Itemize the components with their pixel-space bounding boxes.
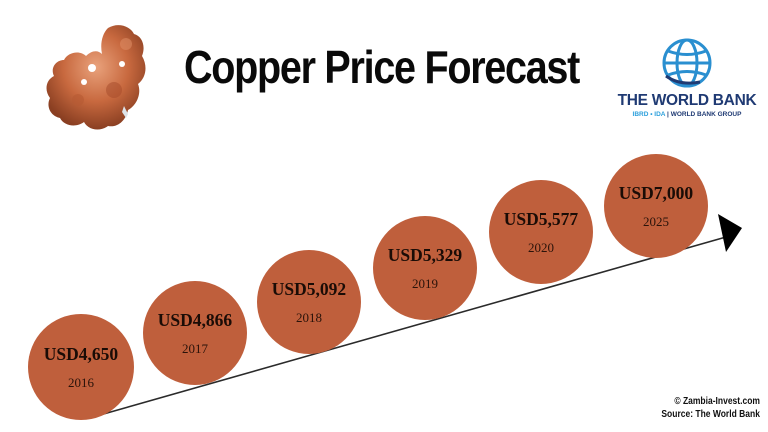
price-value: USD5,329	[387, 244, 463, 265]
price-value: USD4,866	[157, 309, 233, 330]
copper-nugget-image	[46, 25, 146, 130]
price-bubble-2020: USD5,577 2020	[489, 180, 593, 284]
price-year: 2016	[68, 374, 94, 390]
credits: © Zambia-Invest.com Source: The World Ba…	[661, 395, 760, 421]
copyright-text: © Zambia-Invest.com	[674, 396, 760, 407]
arrow-head-icon	[718, 214, 742, 252]
source-text: Source: The World Bank	[661, 409, 760, 420]
price-bubble-2018: USD5,092 2018	[257, 250, 361, 354]
logo-title: THE WORLD BANK	[617, 92, 757, 109]
globe-icon	[662, 38, 712, 88]
price-year: 2019	[412, 275, 438, 291]
price-value: USD7,000	[618, 182, 694, 203]
price-value: USD5,092	[271, 278, 347, 299]
price-year: 2025	[643, 213, 669, 229]
price-year: 2018	[296, 309, 322, 325]
price-bubble-2025: USD7,000 2025	[604, 154, 708, 258]
price-value: USD4,650	[43, 343, 119, 364]
world-bank-logo: THE WORLD BANK IBRD • IDA | WORLD BANK G…	[612, 36, 762, 126]
price-bubble-2019: USD5,329 2019	[373, 216, 477, 320]
price-year: 2017	[182, 340, 208, 356]
price-bubble-2016: USD4,650 2016	[28, 314, 134, 420]
price-bubble-2017: USD4,866 2017	[143, 281, 247, 385]
price-value: USD5,577	[503, 208, 579, 229]
price-year: 2020	[528, 239, 554, 255]
logo-subtitle: IBRD • IDA | WORLD BANK GROUP	[632, 111, 742, 118]
page-title: Copper Price Forecast	[184, 41, 580, 93]
